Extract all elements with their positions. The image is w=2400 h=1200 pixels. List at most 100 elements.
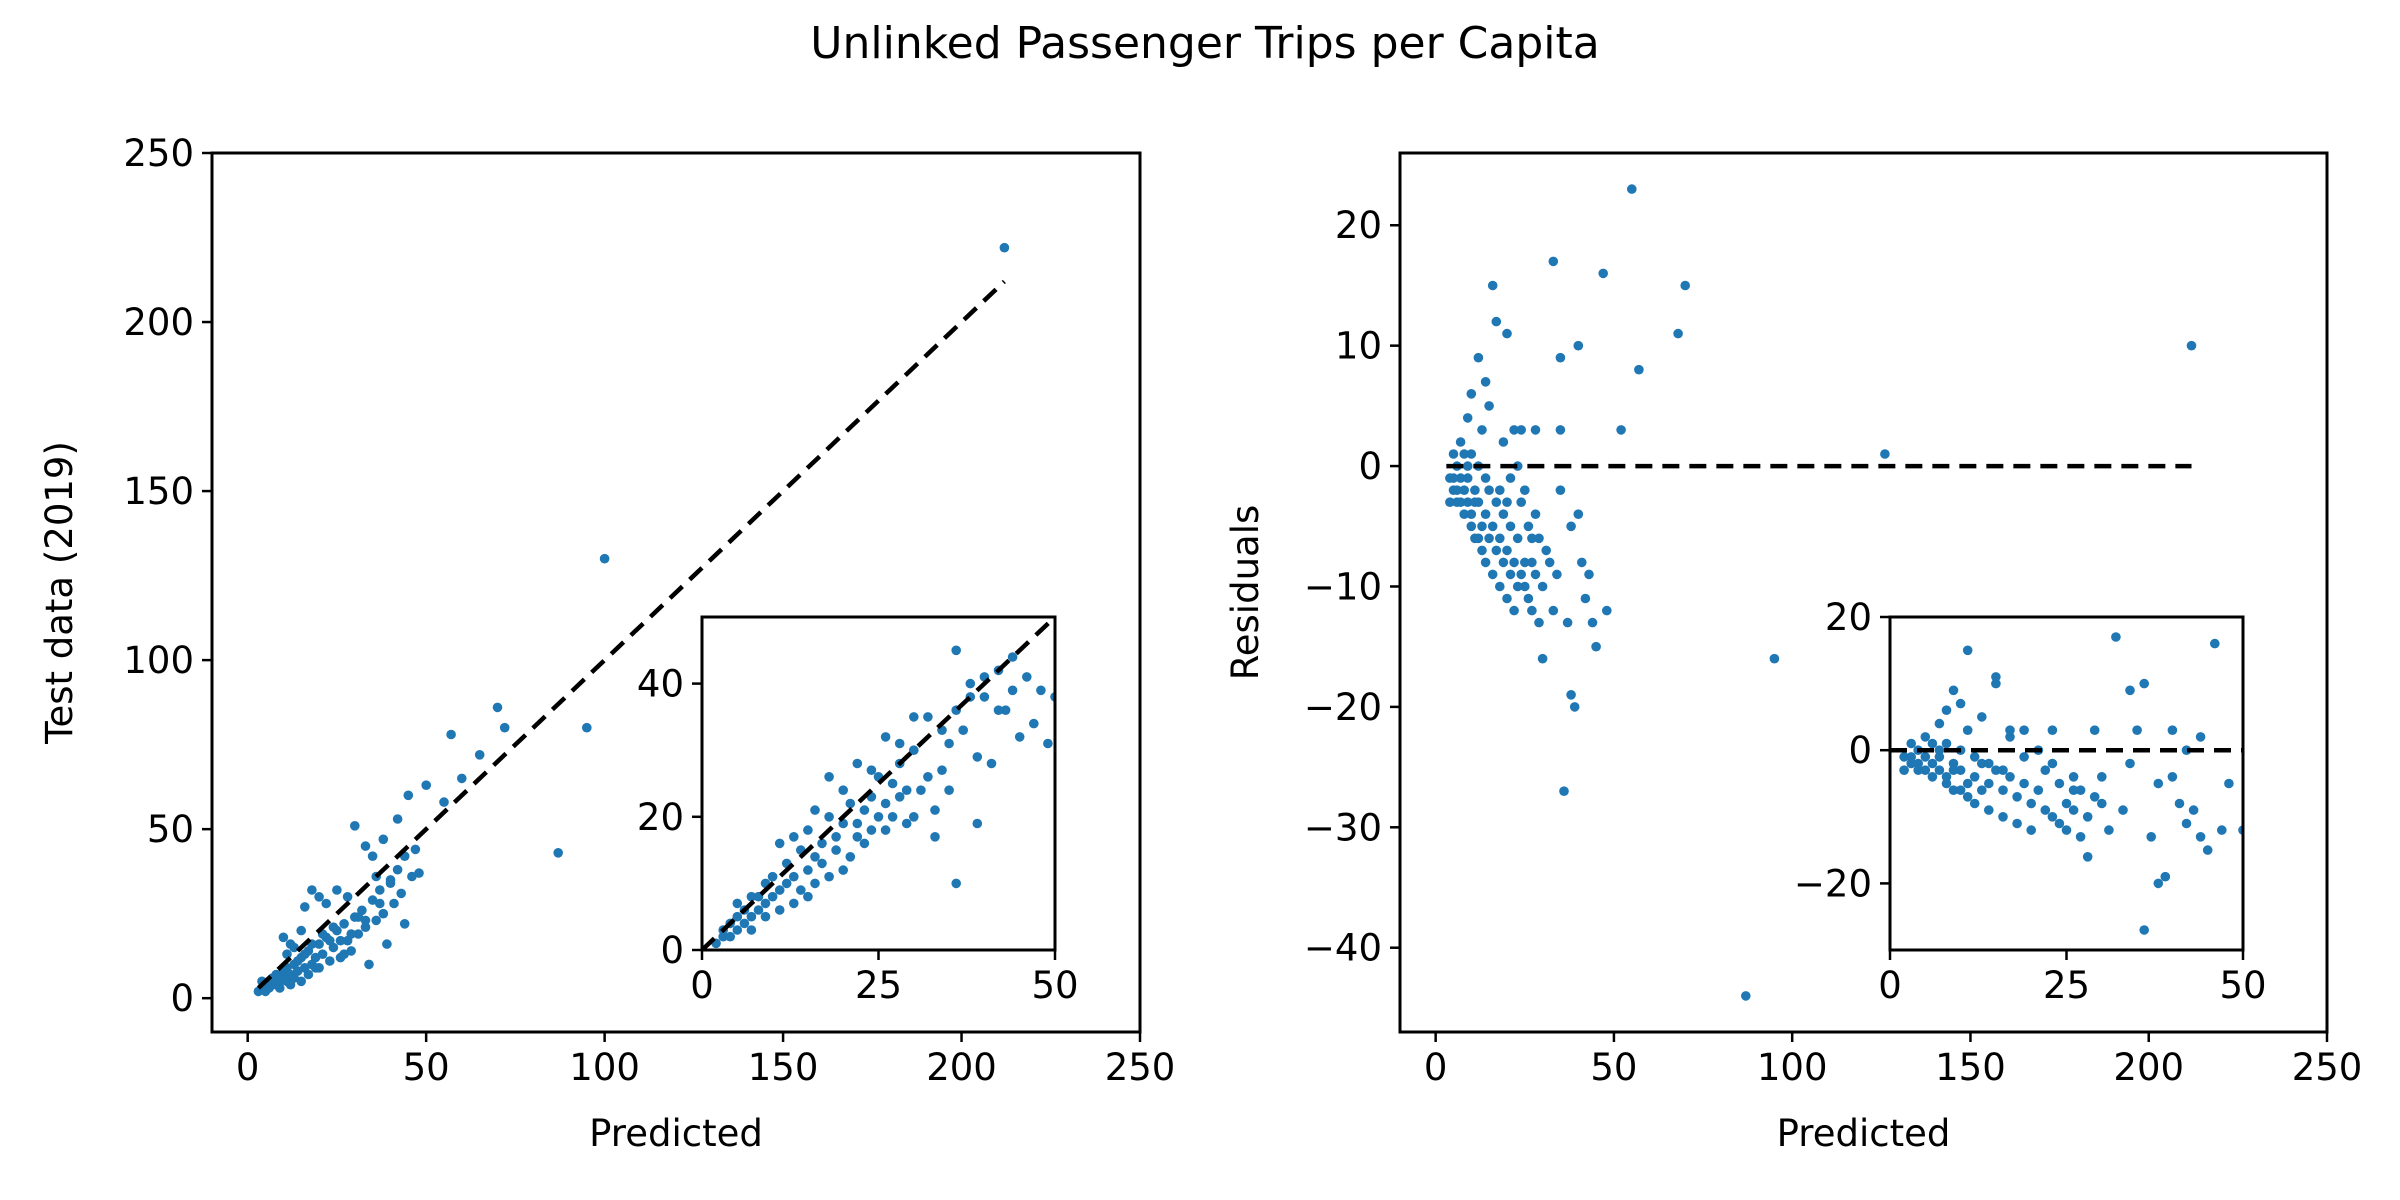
main-right-point-37 bbox=[1512, 533, 1523, 544]
main-left-point-43 bbox=[360, 922, 371, 932]
main-left-inset-point-49 bbox=[887, 778, 898, 789]
main-right-point-102 bbox=[1455, 497, 1466, 508]
main-right-xtick-label-100: 100 bbox=[1757, 1046, 1828, 1089]
main-right-inset-xtick-label-25: 25 bbox=[2043, 964, 2090, 1007]
main-left-point-53 bbox=[396, 888, 407, 899]
main-right-ytick-label--30: −30 bbox=[1304, 806, 1382, 849]
main-left-inset-ytick-label-40: 40 bbox=[637, 663, 684, 706]
main-right-point-5 bbox=[1455, 473, 1466, 483]
main-right-inset-point-105 bbox=[2195, 732, 2206, 742]
main-right-point-2 bbox=[1448, 449, 1459, 459]
main-right-inset-point-101 bbox=[2097, 772, 2107, 782]
main-right-inset-point-9 bbox=[1934, 745, 1945, 755]
main-left-xtick-label-0: 0 bbox=[236, 1046, 260, 1089]
main-right-point-11 bbox=[1466, 449, 1477, 459]
main-right-inset-point-17 bbox=[1962, 792, 1973, 802]
figure-title: Unlinked Passenger Trips per Capita bbox=[810, 18, 1599, 69]
main-right-xtick-label-50: 50 bbox=[1590, 1046, 1637, 1089]
main-right-inset-point-76 bbox=[1913, 758, 1923, 769]
main-right-inset-point-25 bbox=[1991, 765, 2001, 775]
main-right-inset-point-14 bbox=[1948, 785, 1959, 795]
main-right-point-90 bbox=[1502, 328, 1512, 339]
main-left-point-31 bbox=[317, 949, 328, 959]
main-left-inset-point-40 bbox=[852, 818, 863, 829]
main-left-point-89 bbox=[325, 935, 335, 946]
main-right-inset-point-67 bbox=[2181, 818, 2192, 829]
main-right-inset-point-52 bbox=[2082, 852, 2093, 862]
main-left-point-82 bbox=[282, 949, 292, 959]
main-right-point-48 bbox=[1530, 509, 1541, 519]
main-right-inset-point-104 bbox=[2181, 745, 2192, 755]
main-left-point-52 bbox=[392, 864, 403, 875]
main-right-inset-point-30 bbox=[2005, 732, 2015, 742]
main-left-inset-point-39 bbox=[852, 832, 863, 842]
main-left-point-58 bbox=[300, 902, 310, 912]
main-left-point-90 bbox=[328, 922, 339, 932]
main-right-ylabel: Residuals bbox=[1224, 505, 1267, 681]
main-right-inset-point-65 bbox=[2167, 772, 2178, 782]
main-right-axes: 0 50 100 150 200 250−40−30−20−1001020Predicte… bbox=[1224, 151, 2362, 1155]
main-left-inset-point-85 bbox=[866, 765, 877, 775]
main-right-inset-point-87 bbox=[2089, 725, 2100, 735]
main-right-ytick-label--10: −10 bbox=[1304, 565, 1382, 608]
main-right-point-7 bbox=[1459, 485, 1469, 496]
main-right-point-107 bbox=[1491, 545, 1502, 556]
main-right-inset-point-59 bbox=[2125, 685, 2135, 696]
main-left-point-65 bbox=[360, 841, 371, 851]
main-right-point-72 bbox=[1602, 605, 1612, 616]
main-right-point-46 bbox=[1527, 605, 1537, 616]
main-right-point-70 bbox=[1591, 641, 1601, 652]
main-right-point-82 bbox=[1445, 497, 1455, 508]
main-right-inset-point-50 bbox=[2075, 785, 2086, 795]
main-right-point-101 bbox=[1448, 473, 1459, 483]
main-left-inset-point-69 bbox=[972, 752, 983, 762]
main-right-point-81 bbox=[2186, 340, 2197, 351]
main-left-ytick-label-0: 0 bbox=[170, 977, 194, 1020]
main-left-inset-point-62 bbox=[944, 738, 954, 749]
main-left-inset-point-63 bbox=[944, 785, 954, 795]
main-left-inset-point-50 bbox=[887, 812, 898, 822]
main-left-point-57 bbox=[296, 925, 307, 936]
main-right-inset-point-56 bbox=[2111, 632, 2121, 642]
main-right-point-111 bbox=[1520, 557, 1530, 568]
main-right-point-21 bbox=[1484, 485, 1494, 496]
main-right-point-80 bbox=[1880, 449, 1890, 459]
main-left-point-95 bbox=[360, 915, 371, 926]
main-right-inset-point-71 bbox=[2210, 638, 2220, 649]
main-left-point-100 bbox=[407, 871, 417, 882]
main-right-inset-point-49 bbox=[2075, 832, 2086, 842]
main-left-point-29 bbox=[314, 939, 324, 949]
main-right-inset-point-7 bbox=[1927, 758, 1938, 769]
main-right-inset-ytick-label-20: 20 bbox=[1825, 596, 1872, 639]
main-left-xtick-label-200: 200 bbox=[926, 1046, 997, 1089]
main-right-inset-point-51 bbox=[2082, 812, 2093, 822]
main-left-inset-point-100 bbox=[746, 891, 757, 902]
main-right-inset-point-6 bbox=[1920, 732, 1931, 742]
main-right-point-8 bbox=[1459, 509, 1469, 519]
main-right-inset-point-2 bbox=[1906, 738, 1916, 749]
main-right-point-28 bbox=[1495, 581, 1505, 592]
main-right-point-58 bbox=[1555, 485, 1566, 496]
main-right-inset-point-44 bbox=[2054, 778, 2065, 789]
main-right-point-59 bbox=[1555, 352, 1566, 363]
main-left-point-77 bbox=[499, 722, 510, 733]
main-left-inset-point-26 bbox=[803, 891, 813, 902]
main-right-inset-point-75 bbox=[1899, 765, 1909, 775]
main-right-inset-point-3 bbox=[1913, 765, 1923, 775]
main-right-point-95 bbox=[1573, 340, 1584, 351]
main-right-inset-point-68 bbox=[2188, 805, 2199, 815]
main-left-inset-point-79 bbox=[1043, 738, 1053, 749]
main-left-inset-point-16 bbox=[767, 871, 778, 882]
main-left-inset-point-25 bbox=[803, 865, 813, 875]
main-right-point-71 bbox=[1598, 268, 1608, 279]
main-right-point-31 bbox=[1502, 545, 1512, 556]
main-left-inset-xtick-label-0: 0 bbox=[690, 964, 714, 1007]
main-right-point-29 bbox=[1498, 509, 1509, 519]
main-left-xtick-label-50: 50 bbox=[403, 1046, 450, 1089]
main-left-inset-point-54 bbox=[901, 785, 912, 795]
main-right-inset-point-82 bbox=[1962, 645, 1973, 656]
main-right-inset-point-1 bbox=[1906, 758, 1916, 769]
main-left-inset-xtick-label-25: 25 bbox=[855, 964, 902, 1007]
main-right-point-25 bbox=[1491, 497, 1502, 508]
main-left-inset-point-96 bbox=[774, 838, 785, 849]
